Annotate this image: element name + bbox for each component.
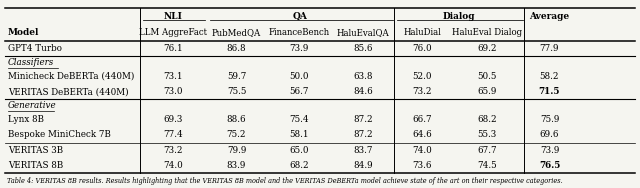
Text: 69.2: 69.2 — [477, 44, 497, 53]
Text: Average: Average — [529, 12, 570, 20]
Text: 50.0: 50.0 — [289, 72, 309, 81]
Text: 73.0: 73.0 — [163, 87, 183, 96]
Text: 83.9: 83.9 — [227, 161, 246, 170]
Text: 73.6: 73.6 — [413, 161, 432, 170]
Text: 73.1: 73.1 — [163, 72, 183, 81]
Text: 75.4: 75.4 — [289, 115, 309, 124]
Text: 75.9: 75.9 — [540, 115, 559, 124]
Text: 87.2: 87.2 — [353, 115, 373, 124]
Text: 69.3: 69.3 — [163, 115, 183, 124]
Text: 87.2: 87.2 — [353, 130, 373, 139]
Text: 84.6: 84.6 — [353, 87, 373, 96]
Text: Model: Model — [8, 28, 39, 37]
Text: PubMedQA: PubMedQA — [212, 28, 261, 37]
Text: 77.4: 77.4 — [163, 130, 183, 139]
Text: 55.3: 55.3 — [477, 130, 497, 139]
Text: Bespoke MiniCheck 7B: Bespoke MiniCheck 7B — [8, 130, 111, 139]
Text: 63.8: 63.8 — [353, 72, 373, 81]
Text: Classifiers: Classifiers — [8, 58, 54, 67]
Text: 79.9: 79.9 — [227, 146, 246, 155]
Text: 74.5: 74.5 — [477, 161, 497, 170]
Text: QA: QA — [293, 12, 308, 20]
Text: 66.7: 66.7 — [413, 115, 432, 124]
Text: 65.9: 65.9 — [477, 87, 497, 96]
Text: LLM AggreFact: LLM AggreFact — [139, 28, 207, 37]
Text: FinanceBench: FinanceBench — [269, 28, 330, 37]
Text: 75.2: 75.2 — [227, 130, 246, 139]
Text: 76.1: 76.1 — [163, 44, 183, 53]
Text: 86.8: 86.8 — [227, 44, 246, 53]
Text: 73.9: 73.9 — [289, 44, 309, 53]
Text: 84.9: 84.9 — [353, 161, 373, 170]
Text: 73.9: 73.9 — [540, 146, 559, 155]
Text: 73.2: 73.2 — [413, 87, 432, 96]
Text: 65.0: 65.0 — [289, 146, 309, 155]
Text: HaluEval Dialog: HaluEval Dialog — [452, 28, 522, 37]
Text: 83.7: 83.7 — [353, 146, 373, 155]
Text: 68.2: 68.2 — [477, 115, 497, 124]
Text: 59.7: 59.7 — [227, 72, 246, 81]
Text: 58.1: 58.1 — [289, 130, 309, 139]
Text: 67.7: 67.7 — [477, 146, 497, 155]
Text: 64.6: 64.6 — [413, 130, 432, 139]
Text: Dialog: Dialog — [443, 12, 476, 20]
Text: VERITAS 3B: VERITAS 3B — [8, 146, 63, 155]
Text: 74.0: 74.0 — [413, 146, 432, 155]
Text: 76.0: 76.0 — [413, 44, 432, 53]
Text: 75.5: 75.5 — [227, 87, 246, 96]
Text: 74.0: 74.0 — [163, 161, 183, 170]
Text: Lynx 8B: Lynx 8B — [8, 115, 44, 124]
Text: 68.2: 68.2 — [289, 161, 309, 170]
Text: Table 4: VERITAS 8B results. Results highlighting that the VERITAS 8B model and : Table 4: VERITAS 8B results. Results hig… — [7, 177, 563, 185]
Text: 52.0: 52.0 — [413, 72, 432, 81]
Text: 76.5: 76.5 — [539, 161, 560, 170]
Text: 71.5: 71.5 — [539, 87, 560, 96]
Text: 77.9: 77.9 — [540, 44, 559, 53]
Text: HaluDial: HaluDial — [403, 28, 442, 37]
Text: Generative: Generative — [8, 101, 56, 110]
Text: Minicheck DeBERTa (440M): Minicheck DeBERTa (440M) — [8, 72, 134, 81]
Text: NLI: NLI — [164, 12, 182, 20]
Text: HaluEvalQA: HaluEvalQA — [337, 28, 390, 37]
Text: GPT4 Turbo: GPT4 Turbo — [8, 44, 61, 53]
Text: 50.5: 50.5 — [477, 72, 497, 81]
Text: 85.6: 85.6 — [353, 44, 373, 53]
Text: 73.2: 73.2 — [163, 146, 183, 155]
Text: 69.6: 69.6 — [540, 130, 559, 139]
Text: 88.6: 88.6 — [227, 115, 246, 124]
Text: 58.2: 58.2 — [540, 72, 559, 81]
Text: 56.7: 56.7 — [289, 87, 309, 96]
Text: VERITAS 8B: VERITAS 8B — [8, 161, 63, 170]
Text: VERITAS DeBERTa (440M): VERITAS DeBERTa (440M) — [8, 87, 128, 96]
